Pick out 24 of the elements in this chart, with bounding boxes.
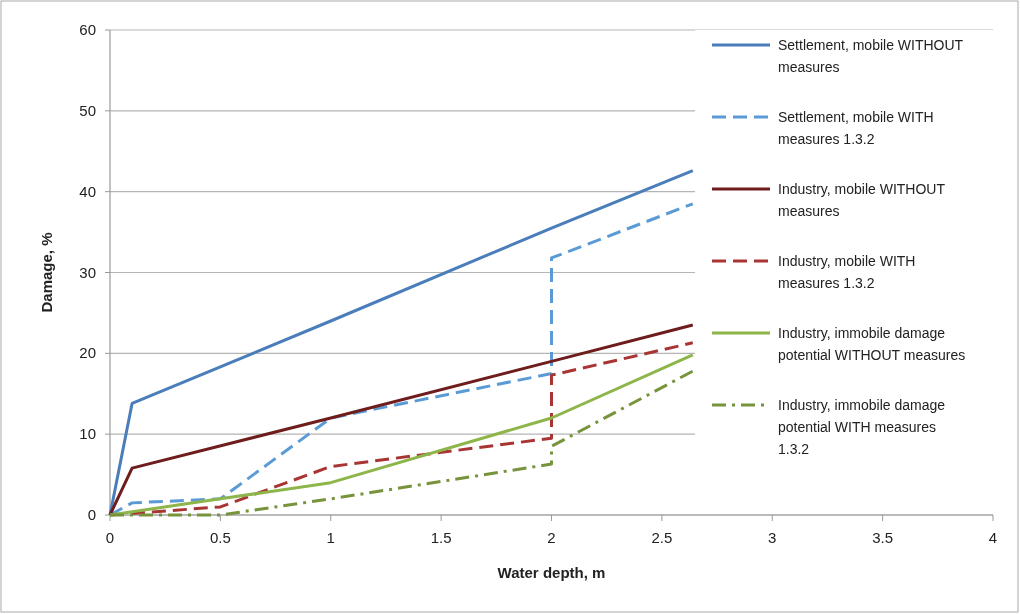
x-tick-label: 1 bbox=[326, 529, 335, 546]
legend-label: Industry, mobile WITH measures 1.3.2 bbox=[778, 253, 916, 291]
y-tick-label: 50 bbox=[79, 101, 96, 119]
legend-label: Industry, immobile damage potential WITH measures 1.3.2 bbox=[778, 397, 946, 457]
x-tick-label: 1.5 bbox=[430, 529, 452, 546]
y-tick-label: 60 bbox=[79, 21, 96, 38]
legend-label: Settlement, mobile WITH measures 1.3.2 bbox=[778, 109, 934, 147]
legend-label: Industry, immobile damage potential WITHOUT measures bbox=[778, 325, 966, 363]
x-axis-title: Water depth, m bbox=[497, 564, 606, 581]
x-tick-label: 2.5 bbox=[651, 529, 673, 546]
y-axis-title: Damage, % bbox=[38, 232, 55, 313]
y-tick-label: 20 bbox=[79, 344, 96, 362]
x-tick-label: 0.5 bbox=[209, 529, 231, 546]
legend-label: Settlement, mobile WITHOUT measures bbox=[778, 37, 964, 75]
y-tick-label: 30 bbox=[79, 263, 96, 281]
legend-label: Industry, mobile WITHOUT measures bbox=[778, 181, 946, 219]
y-tick-label: 40 bbox=[79, 182, 96, 200]
x-tick-label: 3 bbox=[768, 529, 777, 546]
y-tick-label: 10 bbox=[79, 425, 96, 443]
y-tick-label: 0 bbox=[87, 506, 96, 523]
x-tick-label: 3.5 bbox=[872, 529, 894, 546]
x-tick-label: 4 bbox=[988, 529, 998, 546]
x-tick-label: 0 bbox=[105, 529, 115, 546]
x-tick-label: 2 bbox=[547, 529, 556, 546]
